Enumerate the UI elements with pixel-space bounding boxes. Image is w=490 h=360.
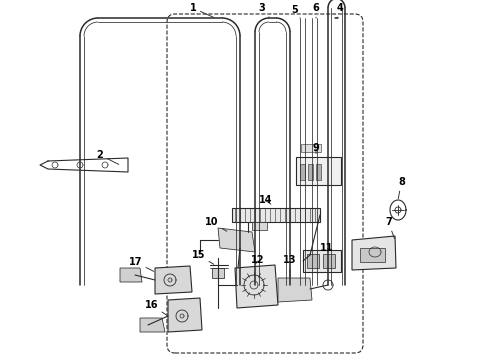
Bar (296, 157, 341, 185)
Text: 3: 3 (259, 3, 269, 17)
Polygon shape (168, 298, 202, 332)
Text: 7: 7 (385, 217, 394, 239)
Text: 2: 2 (97, 150, 119, 165)
Bar (301, 144, 321, 152)
Bar (300, 164, 305, 180)
Text: 5: 5 (292, 5, 300, 18)
Polygon shape (140, 318, 165, 332)
Polygon shape (235, 265, 278, 308)
Polygon shape (155, 266, 192, 294)
Bar (303, 250, 341, 272)
Text: 11: 11 (319, 243, 333, 253)
Text: 13: 13 (283, 255, 297, 276)
Text: 1: 1 (190, 3, 214, 17)
Bar (308, 164, 313, 180)
Text: 16: 16 (145, 300, 167, 315)
Polygon shape (120, 268, 142, 282)
Text: 10: 10 (204, 217, 227, 231)
Text: 4: 4 (337, 3, 343, 18)
Text: 15: 15 (192, 250, 214, 264)
Bar (232, 208, 320, 222)
Bar (360, 248, 385, 262)
Bar (323, 254, 335, 268)
Polygon shape (352, 236, 396, 270)
Polygon shape (218, 228, 255, 252)
Text: 14: 14 (259, 195, 272, 205)
Text: 8: 8 (398, 177, 405, 199)
Bar (316, 164, 321, 180)
Bar (307, 254, 319, 268)
Text: 6: 6 (313, 3, 319, 18)
Text: 17: 17 (128, 257, 154, 271)
Bar (212, 268, 224, 278)
Polygon shape (278, 278, 312, 302)
Text: 9: 9 (313, 143, 319, 154)
Bar (252, 222, 267, 230)
Text: 12: 12 (251, 255, 265, 265)
